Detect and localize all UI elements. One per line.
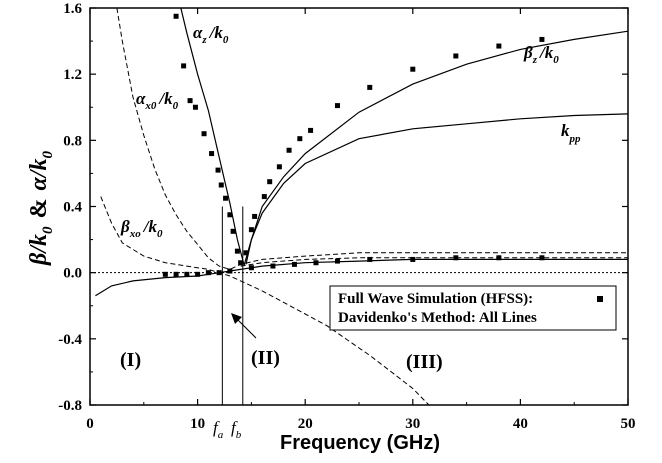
hfss-point-5 — [209, 151, 215, 157]
hfss-point-29 — [173, 271, 179, 277]
hfss-point-4 — [201, 131, 207, 137]
hfss-point-15 — [252, 213, 258, 219]
legend-line-1: Full Wave Simulation (HFSS): — [338, 291, 533, 307]
region-label-3: (III) — [406, 351, 443, 373]
hfss-point-36 — [270, 263, 276, 269]
label-k-pp: kpp — [561, 121, 581, 145]
hfss-point-21 — [308, 127, 314, 133]
y-tick-label: 0.4 — [63, 200, 82, 216]
hfss-point-14 — [248, 227, 254, 233]
hfss-point-40 — [367, 256, 373, 262]
series-line-1 — [180, 8, 245, 265]
hfss-point-28 — [162, 271, 168, 277]
region-label-1: (I) — [120, 349, 141, 371]
y-tick-label: 0.8 — [63, 133, 82, 149]
hfss-point-23 — [367, 84, 373, 90]
label-beta-z: βz/k0 — [523, 43, 559, 66]
frequency-markers — [221, 206, 244, 405]
y-tick-label: -0.4 — [58, 332, 82, 348]
x-tick-label: 50 — [621, 416, 636, 432]
y-tick-label: -0.8 — [58, 398, 82, 414]
hfss-point-13 — [243, 250, 249, 256]
x-axis-title: Frequency (GHz) — [280, 432, 440, 454]
axis-ticks: 0 10 20 30 40 50 -0.8 -0.4 0.0 0.4 0.8 1.2 1.6 — [58, 1, 635, 432]
label-beta-xo: βxo/k0 — [120, 217, 163, 240]
hfss-point-32 — [205, 270, 211, 276]
x-tick-label: 20 — [298, 416, 313, 432]
hfss-point-8 — [223, 195, 229, 201]
series-line-4 — [116, 8, 628, 270]
fb-label: fb — [231, 418, 242, 441]
hfss-point-26 — [496, 43, 502, 49]
series-line-0 — [245, 30, 628, 265]
hfss-point-35 — [248, 265, 254, 271]
hfss-point-9 — [227, 212, 233, 218]
hfss-point-22 — [334, 103, 340, 109]
x-tick-label: 40 — [513, 416, 528, 432]
arrow-annotation — [231, 313, 257, 339]
label-alpha-z: αz/k0 — [193, 23, 229, 46]
hfss-point-24 — [410, 66, 416, 72]
hfss-point-31 — [195, 271, 201, 277]
x-tick-label: 0 — [86, 416, 94, 432]
hfss-point-42 — [453, 255, 459, 261]
y-tick-label: 1.2 — [63, 67, 82, 83]
hfss-point-43 — [496, 255, 502, 261]
series-line-3 — [100, 196, 430, 405]
hfss-point-37 — [291, 261, 297, 267]
hfss-point-41 — [410, 256, 416, 262]
hfss-point-0 — [173, 13, 179, 19]
hfss-point-10 — [230, 228, 236, 234]
hfss-point-18 — [276, 164, 282, 170]
hfss-point-1 — [181, 63, 187, 69]
x-tick-label: 10 — [190, 416, 205, 432]
hfss-points — [162, 13, 545, 277]
series-line-6 — [240, 257, 628, 267]
hfss-point-16 — [261, 194, 267, 200]
hfss-point-19 — [286, 147, 292, 153]
hfss-point-6 — [215, 167, 221, 173]
hfss-point-2 — [187, 98, 193, 104]
hfss-point-25 — [453, 53, 459, 59]
legend-marker — [597, 296, 603, 302]
y-tick-label: 0.0 — [63, 266, 82, 282]
hfss-point-30 — [184, 271, 190, 277]
hfss-point-27 — [539, 36, 545, 42]
x-tick-label: 30 — [405, 416, 420, 432]
y-axis-title: β/k0&α/k0 — [26, 151, 56, 266]
hfss-point-17 — [267, 179, 273, 185]
hfss-point-44 — [539, 255, 545, 261]
plot-frame — [89, 7, 629, 406]
hfss-point-11 — [234, 248, 240, 254]
legend-line-2: Davidenko's Method: All Lines — [338, 310, 537, 326]
hfss-point-12 — [238, 260, 244, 266]
label-alpha-x0: αx0/k0 — [136, 89, 179, 112]
region-label-2: (II) — [251, 347, 280, 369]
hfss-point-38 — [313, 260, 319, 266]
hfss-point-34 — [227, 268, 233, 274]
legend-box: Full Wave Simulation (HFSS): Davidenko's… — [329, 285, 617, 331]
hfss-point-3 — [192, 104, 198, 110]
hfss-point-7 — [218, 182, 224, 188]
fa-label: fa — [213, 418, 224, 441]
hfss-point-20 — [297, 136, 303, 142]
series-line-2 — [243, 113, 628, 267]
svg-text:β/k0&α/k0: β/k0&α/k0 — [26, 151, 56, 266]
y-tick-label: 1.6 — [63, 1, 82, 17]
hfss-point-39 — [334, 258, 340, 264]
